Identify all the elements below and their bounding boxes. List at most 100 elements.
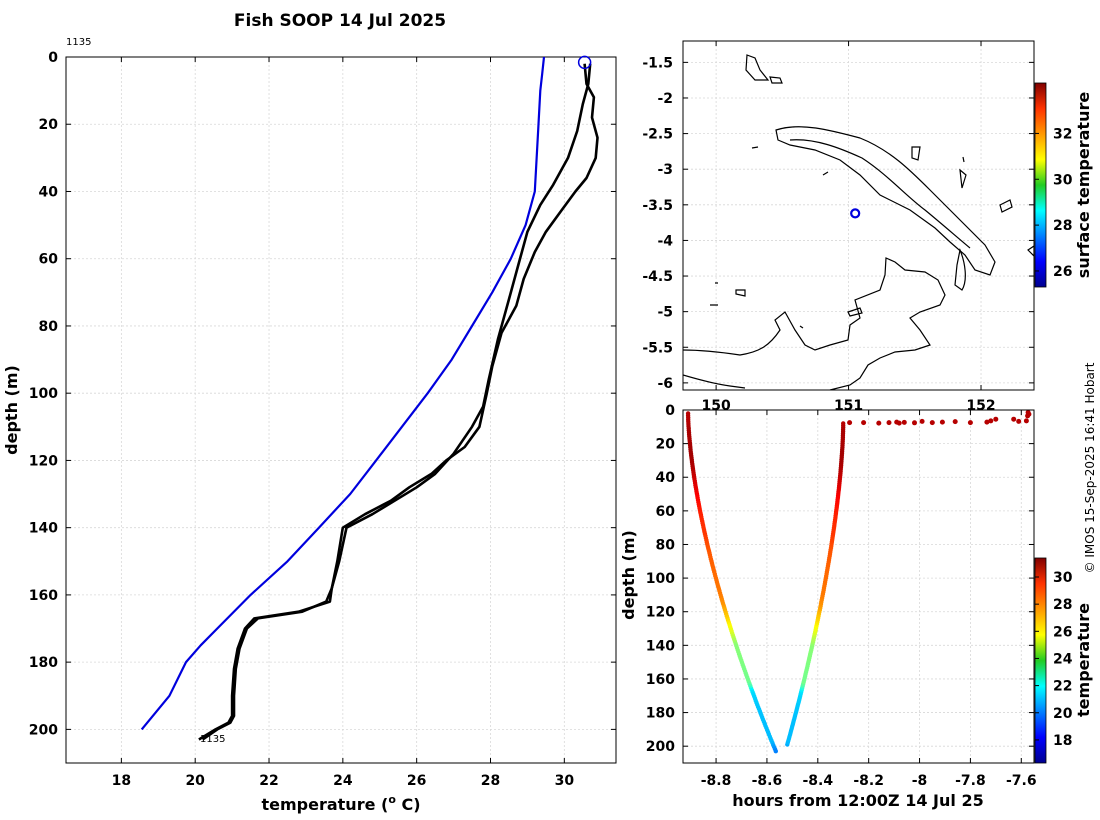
y-tick-label: -4: [657, 233, 673, 249]
y-tick-label: -2.5: [642, 127, 673, 143]
surface-point: [876, 420, 882, 426]
surface-point: [919, 418, 925, 424]
series-line-profile-1: [198, 63, 599, 741]
y-tick-label: 160: [29, 588, 58, 604]
colorbar-tick-label: 20: [1053, 706, 1073, 722]
x-tick-label: 22: [259, 773, 278, 789]
y-tick-label: 0: [48, 50, 58, 66]
y-tick-label: 200: [646, 739, 675, 755]
temperature-colorbar: [1034, 557, 1047, 764]
ascent-point: [841, 421, 846, 426]
surface-point: [929, 420, 935, 426]
surface-point: [952, 419, 958, 425]
watermark: © IMOS 15-Sep-2025 16:41 Hobart: [1083, 362, 1097, 573]
x-tick-label: 24: [333, 773, 353, 789]
x-tick-label: -7.8: [955, 773, 986, 789]
x-tick-label: 151: [834, 398, 863, 414]
y-axis-label: depth (m): [619, 530, 638, 620]
y-tick-label: -3: [657, 162, 673, 178]
y-tick-label: -6: [657, 376, 673, 392]
y-tick-label: 180: [646, 706, 675, 722]
island-coast-inner: [789, 139, 971, 249]
surface-point: [988, 418, 994, 424]
x-tick-label: -8.6: [752, 773, 783, 789]
surface-point: [1011, 416, 1017, 422]
surface-point: [847, 420, 853, 426]
surface-temperature-colorbar: [1034, 82, 1047, 288]
x-tick-label: -8.4: [802, 773, 833, 789]
colorbar-tick-label: 32: [1053, 126, 1072, 142]
colorbar-tick-label: 24: [1053, 651, 1073, 667]
x-tick-label: -8.8: [701, 773, 732, 789]
colorbar-tick-label: 28: [1053, 597, 1072, 613]
temperature-profile-panel: Fish SOOP 14 Jul 2025 18 20 22 24 26 28 30 0 20 4…: [2, 11, 617, 814]
colorbar-tick-label: 18: [1053, 733, 1072, 749]
y-tick-label: -5.5: [642, 340, 673, 356]
colorbar-tick-label: 28: [1053, 218, 1072, 234]
colorbar-label: surface temperature: [1074, 92, 1093, 279]
map-panel: 150 151 152-1.5-2-2.5-3-3.5-4-4.5-5-5.5-6 …: [642, 40, 1093, 414]
y-tick-label: -3.5: [642, 198, 673, 214]
y-tick-label: 0: [665, 403, 675, 419]
y-tick-label: -5: [657, 305, 673, 321]
islet-3: [911, 146, 921, 161]
x-tick-label: 18: [112, 773, 131, 789]
cast-label-top: 1135: [66, 37, 91, 48]
colorbar-tick-label: 26: [1053, 624, 1072, 640]
y-tick-label: 200: [29, 722, 58, 738]
x-tick-label: -7.6: [1006, 773, 1037, 789]
cast-label-bottom: 1135: [200, 734, 225, 745]
ship-position-marker: [577, 55, 592, 70]
y-tick-label: 60: [656, 504, 676, 520]
y-tick-label: -4.5: [642, 269, 673, 285]
island-coast: [775, 126, 996, 276]
y-tick-label: 160: [646, 672, 675, 688]
y-axis-label: depth (m): [2, 365, 21, 455]
islet-5: [959, 168, 967, 189]
surface-point: [1016, 418, 1022, 424]
islet-6: [1027, 245, 1034, 257]
y-tick-label: 20: [656, 437, 676, 453]
y-tick-label: 100: [29, 386, 58, 402]
depth-time-panel: -8.8 -8.6 -8.4 -8.2 -8 -7.8 -7.6 0 20 40 60 80 100 12…: [619, 403, 1093, 810]
y-tick-label: 80: [39, 319, 59, 335]
x-tick-label: 26: [407, 773, 426, 789]
y-tick-label: 140: [29, 521, 58, 537]
x-tick-label: -8: [912, 773, 928, 789]
colorbar-tick-label: 26: [1053, 264, 1072, 280]
map-frame: [682, 40, 1035, 391]
surface-point: [993, 416, 999, 422]
y-tick-label: 140: [646, 638, 675, 654]
y-tick-label: 120: [29, 453, 58, 469]
x-tick-label: 28: [481, 773, 500, 789]
y-tick-label: -2: [657, 91, 673, 107]
position-marker: [850, 208, 861, 219]
colorbar-tick-label: 30: [1053, 172, 1073, 188]
islet-8: [710, 146, 965, 329]
x-axis-label: hours from 12:00Z 14 Jul 25: [732, 791, 983, 810]
surface-point: [861, 420, 867, 426]
colorbar-label: temperature: [1074, 603, 1093, 717]
y-tick-label: 60: [39, 252, 59, 268]
x-tick-label: 30: [555, 773, 575, 789]
surface-point: [984, 419, 990, 425]
mainland-coast: [683, 257, 946, 390]
coastlines: [683, 54, 1034, 390]
colorbar-tick-label: 30: [1053, 570, 1073, 586]
y-tick-label: 20: [39, 117, 59, 133]
islet-1: [745, 54, 770, 81]
y-tick-label: 40: [656, 470, 676, 486]
y-tick-label: 40: [39, 184, 59, 200]
y-tick-label: -1.5: [642, 55, 673, 71]
islet-9: [847, 307, 863, 317]
plot-frame: [682, 409, 1035, 764]
surface-point: [939, 419, 945, 425]
islet-4: [999, 199, 1013, 213]
plot-frame: [65, 56, 617, 764]
y-tick-label: 180: [29, 655, 58, 671]
x-axis-label: temperature (o C): [261, 793, 420, 814]
x-tick-label: -8.2: [853, 773, 884, 789]
surface-point: [912, 420, 917, 426]
island-coast-east: [954, 247, 966, 291]
